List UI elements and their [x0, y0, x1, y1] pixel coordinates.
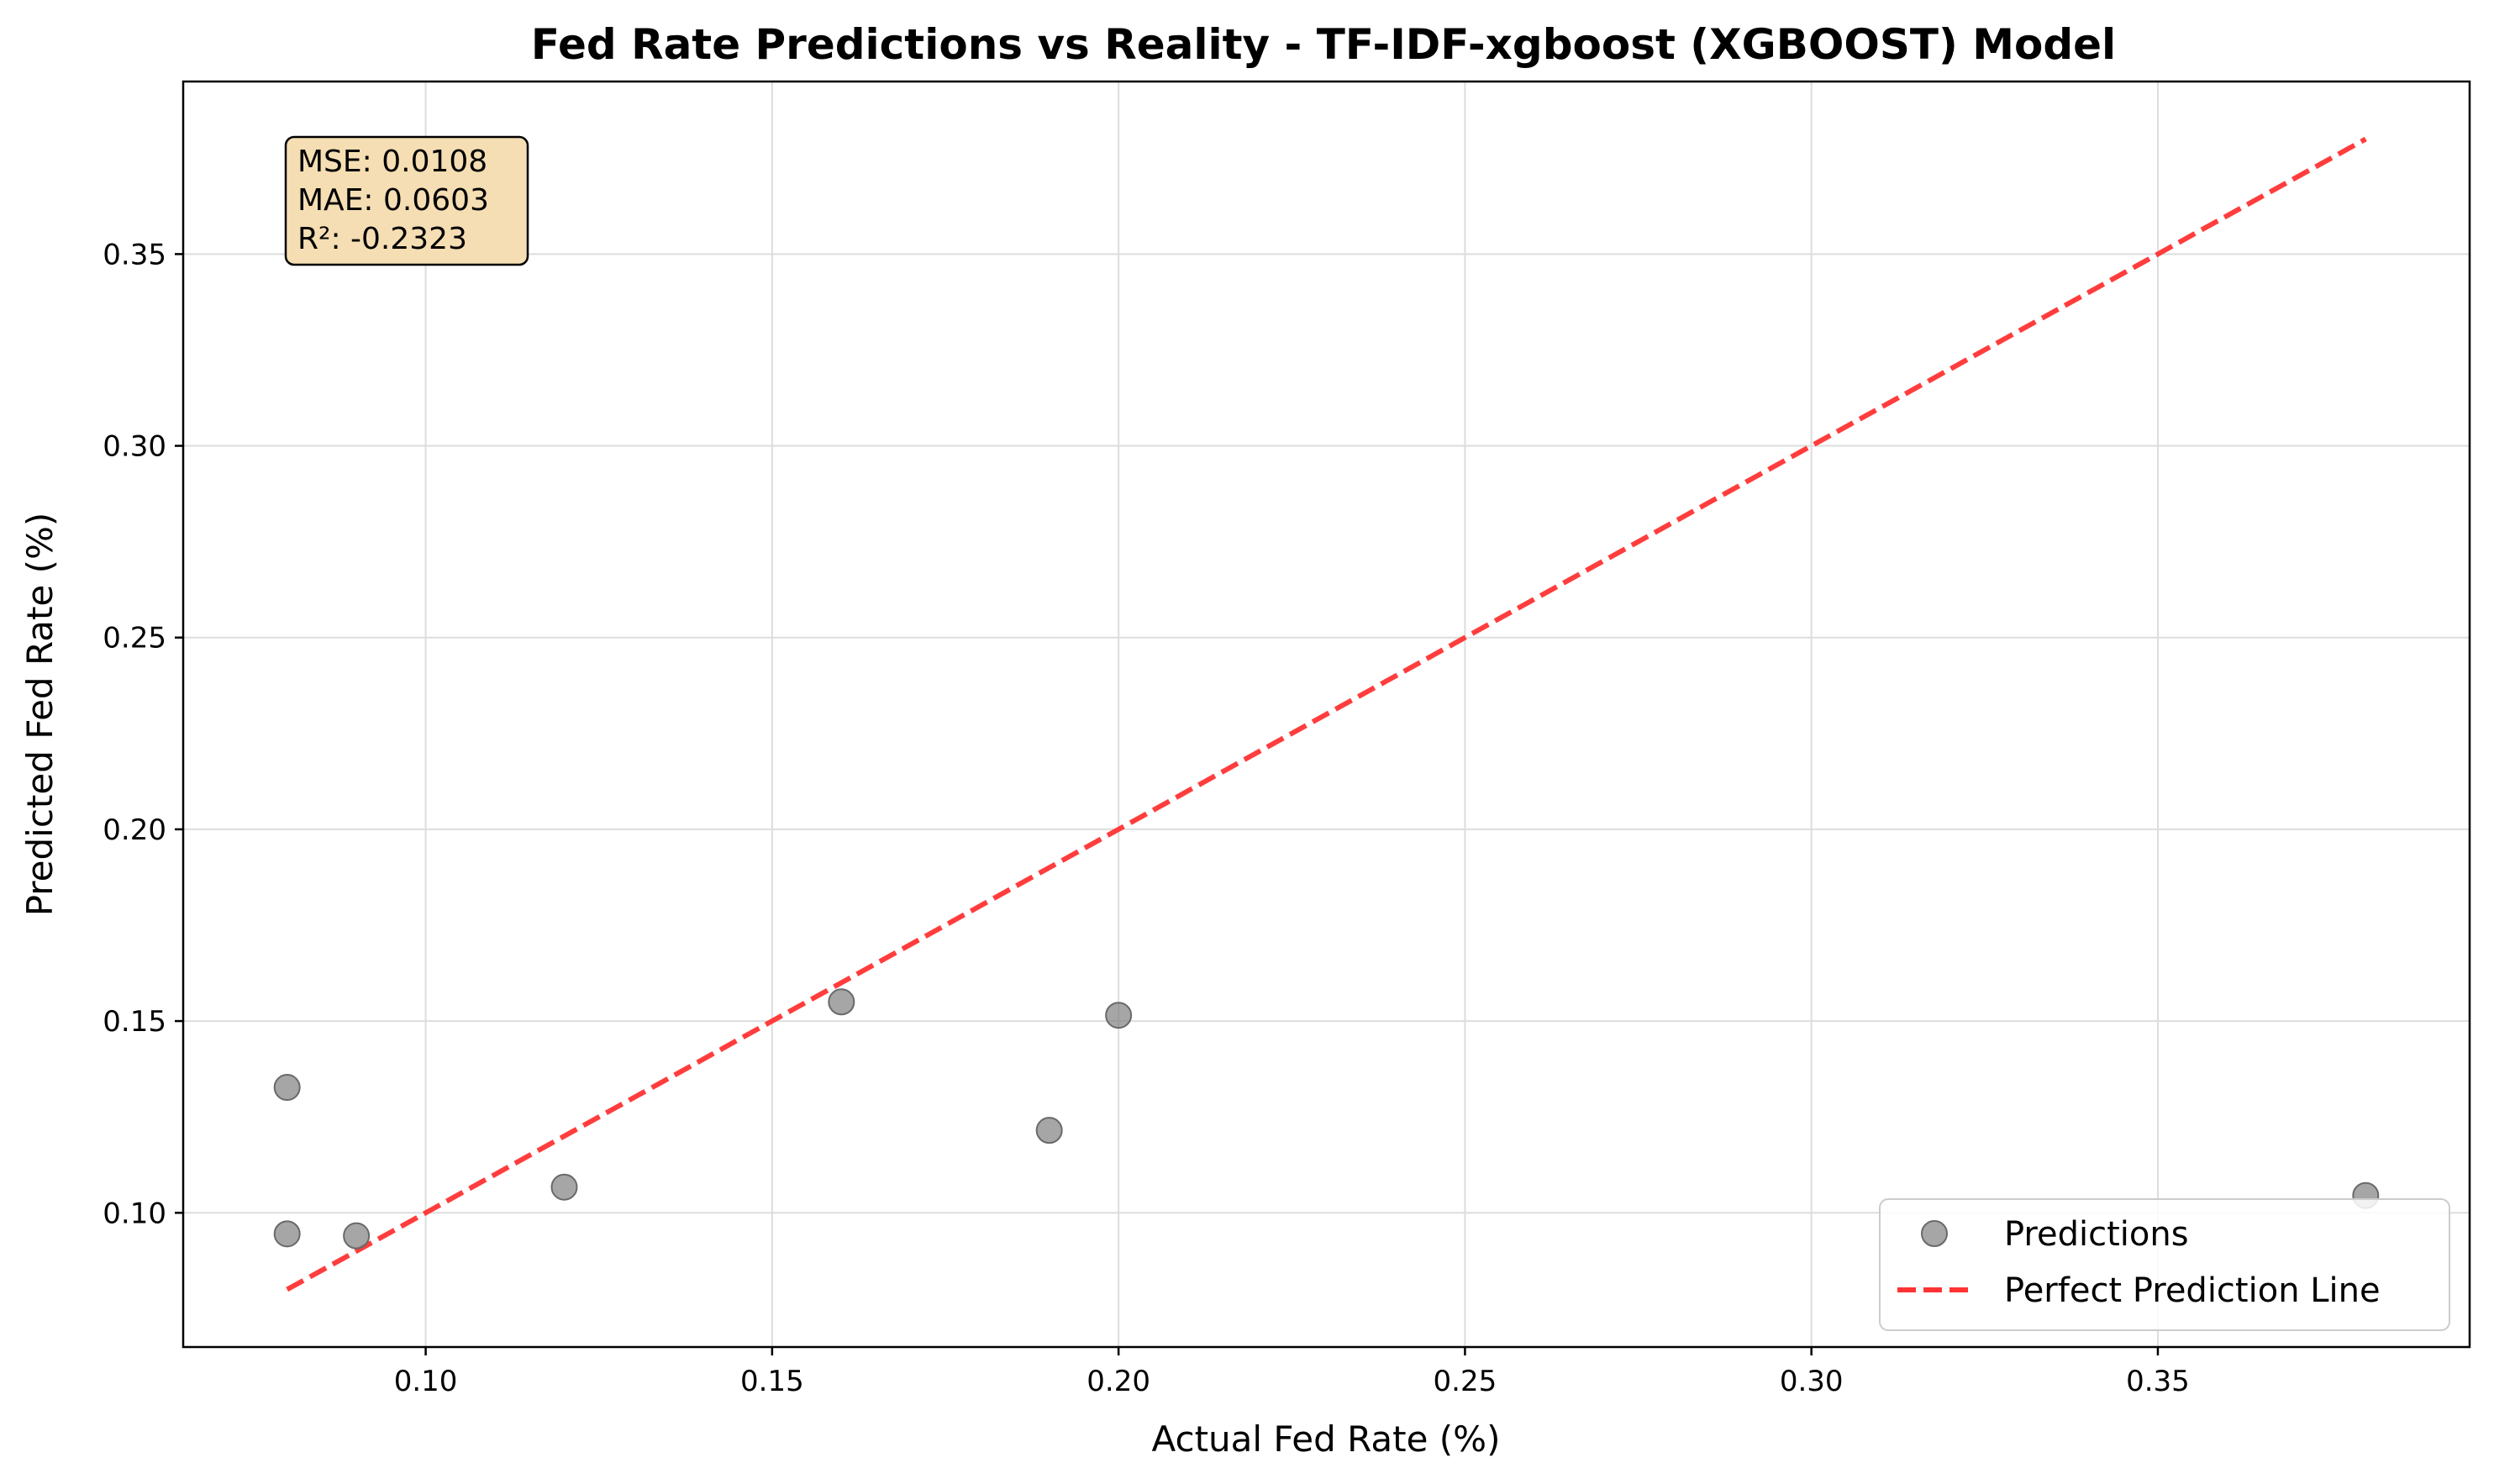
prediction-point	[1035, 1117, 1063, 1145]
prediction-point	[550, 1173, 578, 1201]
legend-predictions-label: Predictions	[2004, 1215, 2189, 1254]
legend: Predictions Perfect Prediction Line	[1879, 1198, 2450, 1331]
x-tick-label: 0.30	[1780, 1365, 1844, 1398]
y-tick-label: 0.10	[103, 1197, 166, 1230]
y-tick-label: 0.15	[103, 1005, 166, 1039]
chart-title: Fed Rate Predictions vs Reality - TF-IDF…	[531, 20, 2116, 69]
y-tick-label: 0.25	[103, 622, 166, 655]
prediction-point	[343, 1222, 371, 1250]
x-tick-label: 0.10	[394, 1365, 458, 1398]
stats-box: MSE: 0.0108 MAE: 0.0603 R²: -0.2323	[284, 135, 529, 266]
plot-frame	[182, 80, 2471, 1349]
stats-mae: MAE: 0.0603	[297, 183, 489, 218]
stats-box-background	[284, 135, 529, 266]
y-axis-label: Predicted Fed Rate (%)	[19, 513, 61, 917]
perfect-prediction-line-group	[286, 136, 2367, 1292]
axis-ticks: 0.10 0.15 0.20 0.25 0.30 0.35 0.10 0.15 0.20 0.25…	[103, 238, 2190, 1398]
x-tick-label: 0.35	[2126, 1365, 2190, 1398]
legend-predictions-marker	[1921, 1220, 1948, 1247]
perfect-prediction-line	[286, 136, 2367, 1292]
x-tick-label: 0.20	[1087, 1365, 1150, 1398]
x-tick-label: 0.15	[740, 1365, 804, 1398]
prediction-point	[273, 1220, 301, 1248]
stats-r2: R²: -0.2323	[297, 222, 467, 256]
stats-mse: MSE: 0.0108	[297, 145, 487, 179]
y-tick-label: 0.35	[103, 238, 166, 271]
legend-box	[1879, 1198, 2450, 1331]
prediction-point	[828, 988, 855, 1016]
x-axis-label: Actual Fed Rate (%)	[1152, 1418, 1501, 1460]
y-tick-label: 0.20	[103, 813, 166, 847]
x-tick-label: 0.25	[1434, 1365, 1497, 1398]
legend-perfect-line-label: Perfect Prediction Line	[2004, 1271, 2381, 1310]
prediction-point	[1105, 1002, 1133, 1029]
prediction-point	[273, 1074, 301, 1102]
y-tick-label: 0.30	[103, 430, 166, 464]
